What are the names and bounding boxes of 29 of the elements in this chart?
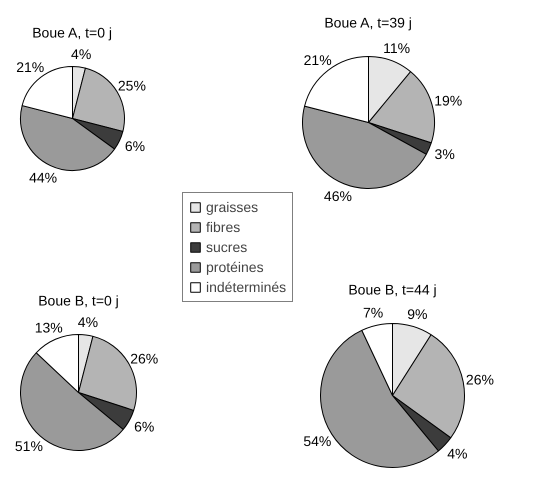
data-label: 4% [78, 314, 98, 330]
chart-title: Boue A, t=0 j [32, 24, 112, 40]
legend-label: sucres [206, 239, 248, 255]
chart-title: Boue B, t=0 j [38, 292, 119, 308]
data-label: 51% [14, 438, 43, 454]
legend-label: protéines [206, 259, 264, 275]
data-label: 7% [362, 304, 384, 321]
data-label: 26% [466, 372, 494, 388]
data-label: 3% [434, 146, 455, 162]
legend-label: indéterminés [206, 279, 286, 295]
data-label: 13% [34, 319, 63, 336]
data-label: 46% [324, 188, 352, 204]
data-label: 11% [383, 40, 410, 56]
legend-label: fibres [206, 219, 240, 235]
data-label: 6% [124, 138, 146, 154]
data-label: 54% [303, 433, 332, 450]
data-label: 4% [71, 46, 92, 62]
data-label: 21% [16, 59, 44, 76]
data-label: 25% [118, 77, 146, 94]
chart-title: Boue A, t=39 j [324, 14, 412, 30]
chart-title: Boue B, t=44 j [348, 282, 437, 298]
data-label: 6% [134, 418, 154, 435]
data-label: 21% [304, 52, 332, 68]
data-label: 26% [130, 350, 158, 366]
data-label: 19% [434, 92, 462, 108]
data-label: 9% [407, 306, 428, 322]
data-label: 44% [29, 169, 58, 186]
data-label: 4% [447, 446, 468, 462]
legend-label: graisses [206, 199, 258, 215]
